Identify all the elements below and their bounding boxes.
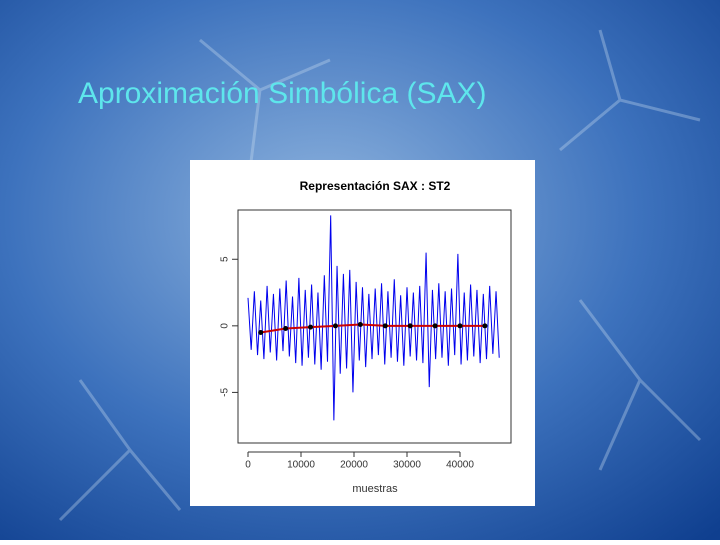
series-point	[382, 323, 388, 329]
x-tick-label: 10000	[287, 460, 315, 471]
series-point	[283, 325, 289, 331]
series-point	[258, 329, 264, 335]
series-point	[407, 323, 413, 329]
x-tick-label: 20000	[340, 460, 368, 471]
y-tick-label: 0	[220, 323, 231, 329]
x-tick-label: 0	[245, 460, 251, 471]
plot-box	[237, 209, 512, 444]
slide-title: Aproximación Simbólica (SAX)	[78, 77, 486, 110]
chart-title: Representación SAX : ST2	[300, 179, 451, 193]
series-point	[457, 323, 463, 329]
neuron-decoration	[58, 29, 702, 522]
x-axis-label: muestras	[352, 483, 398, 495]
series-point	[308, 324, 314, 330]
series-line	[247, 215, 500, 421]
plot: -5 0 5 0 10000 20000 30000 40000	[220, 215, 500, 471]
y-tick-label: -5	[220, 388, 231, 397]
y-tick-label: 5	[220, 256, 231, 262]
chart-image	[190, 160, 535, 506]
x-tick-label: 40000	[446, 460, 474, 471]
series-point	[357, 322, 363, 328]
series-point	[482, 323, 488, 329]
series-point	[432, 323, 438, 329]
x-tick-label: 30000	[393, 460, 421, 471]
series-point	[332, 323, 338, 329]
series-line	[260, 323, 485, 334]
